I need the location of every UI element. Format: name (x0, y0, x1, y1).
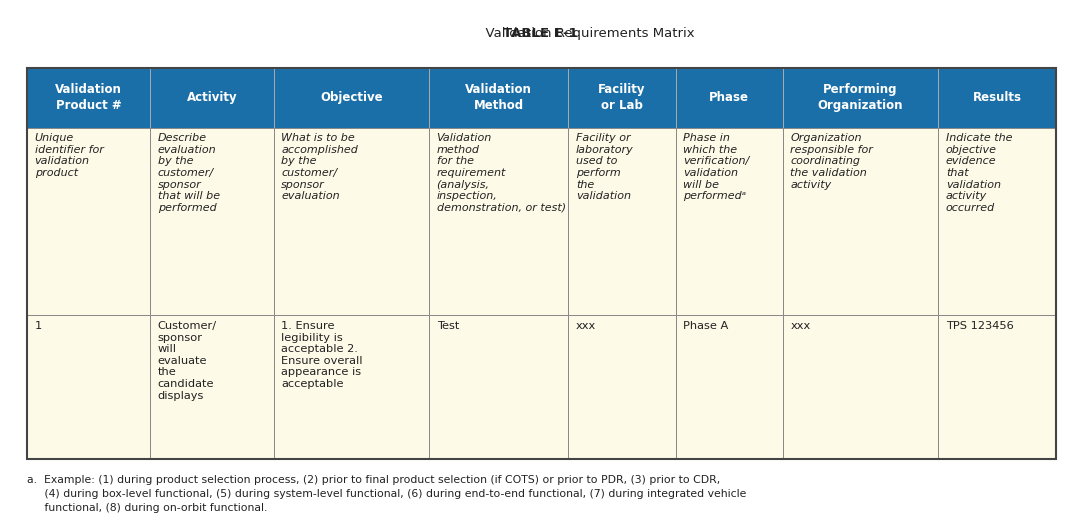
FancyBboxPatch shape (939, 68, 1056, 128)
FancyBboxPatch shape (273, 128, 429, 315)
Text: Test: Test (436, 321, 459, 331)
FancyBboxPatch shape (429, 315, 568, 459)
FancyBboxPatch shape (429, 128, 568, 315)
FancyBboxPatch shape (676, 68, 783, 128)
Text: Performing
Organization: Performing Organization (818, 84, 903, 112)
Text: Phase in
which the
verification/
validation
will be
performedᵃ: Phase in which the verification/ validat… (684, 133, 750, 201)
FancyBboxPatch shape (676, 315, 783, 459)
FancyBboxPatch shape (429, 68, 568, 128)
Text: Facility
or Lab: Facility or Lab (598, 84, 646, 112)
FancyBboxPatch shape (676, 128, 783, 315)
FancyBboxPatch shape (939, 315, 1056, 459)
Text: TPS 123456: TPS 123456 (946, 321, 1014, 331)
FancyBboxPatch shape (27, 128, 150, 315)
FancyBboxPatch shape (273, 68, 429, 128)
Text: Validation
method
for the
requirement
(analysis,
inspection,
demonstration, or t: Validation method for the requirement (a… (436, 133, 566, 213)
Text: Indicate the
objective
evidence
that
validation
activity
occurred: Indicate the objective evidence that val… (946, 133, 1012, 213)
Text: xxx: xxx (791, 321, 811, 331)
FancyBboxPatch shape (783, 68, 939, 128)
Text: 1. Ensure
legibility is
acceptable 2.
Ensure overall
appearance is
acceptable: 1. Ensure legibility is acceptable 2. En… (281, 321, 363, 389)
FancyBboxPatch shape (150, 315, 273, 459)
FancyBboxPatch shape (568, 68, 676, 128)
Text: Validation Requirements Matrix: Validation Requirements Matrix (476, 28, 694, 40)
FancyBboxPatch shape (150, 128, 273, 315)
Text: Unique
identifier for
validation
product: Unique identifier for validation product (35, 133, 104, 178)
Text: Objective: Objective (320, 91, 382, 104)
Text: Phase A: Phase A (684, 321, 728, 331)
FancyBboxPatch shape (783, 315, 939, 459)
FancyBboxPatch shape (273, 315, 429, 459)
Text: What is to be
accomplished
by the
customer/
sponsor
evaluation: What is to be accomplished by the custom… (281, 133, 359, 201)
FancyBboxPatch shape (150, 68, 273, 128)
Text: Facility or
laboratory
used to
perform
the
validation: Facility or laboratory used to perform t… (576, 133, 634, 201)
Text: Describe
evaluation
by the
customer/
sponsor
that will be
performed: Describe evaluation by the customer/ spo… (158, 133, 220, 213)
Text: xxx: xxx (576, 321, 596, 331)
FancyBboxPatch shape (568, 315, 676, 459)
Text: TABLE E-1: TABLE E-1 (502, 28, 578, 40)
Text: 1: 1 (35, 321, 42, 331)
Text: Activity: Activity (187, 91, 238, 104)
Text: Validation
Method: Validation Method (465, 84, 532, 112)
FancyBboxPatch shape (27, 315, 150, 459)
Text: Organization
responsible for
coordinating
the validation
activity: Organization responsible for coordinatin… (791, 133, 874, 189)
Text: Results: Results (973, 91, 1022, 104)
Text: a.  Example: (1) during product selection process, (2) prior to final product se: a. Example: (1) during product selection… (27, 475, 746, 513)
Text: Validation
Product #: Validation Product # (55, 84, 122, 112)
FancyBboxPatch shape (568, 128, 676, 315)
FancyBboxPatch shape (783, 128, 939, 315)
FancyBboxPatch shape (939, 128, 1056, 315)
FancyBboxPatch shape (27, 68, 150, 128)
Text: Phase: Phase (710, 91, 750, 104)
Text: Customer/
sponsor
will
evaluate
the
candidate
displays: Customer/ sponsor will evaluate the cand… (158, 321, 217, 401)
